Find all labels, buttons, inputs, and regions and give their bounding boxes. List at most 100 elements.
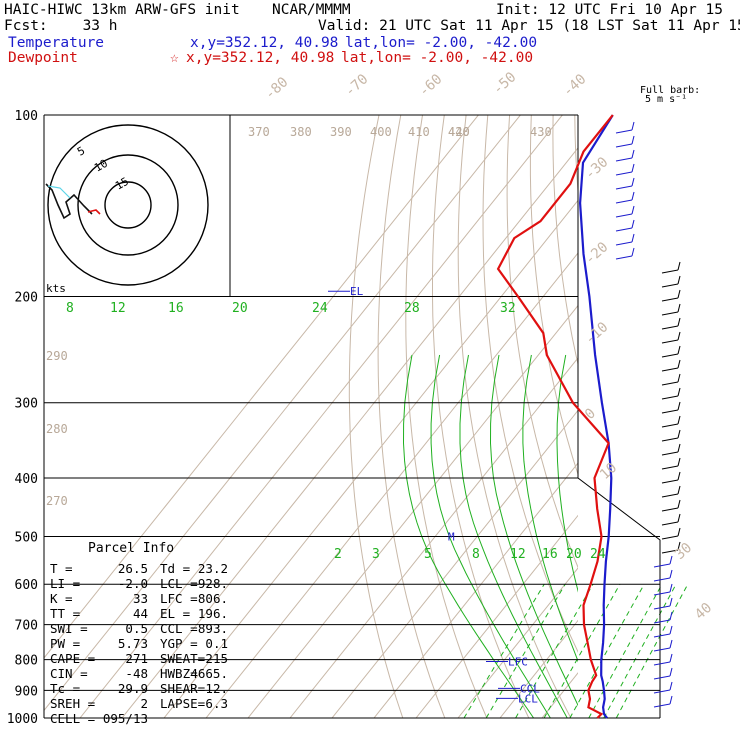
org-label: NCAR/MMMM [272, 2, 351, 18]
parcel-label: LI = [50, 576, 80, 591]
moist-adiabat-label: 8 [66, 301, 74, 316]
isotherm-label: 0 [582, 405, 599, 423]
dry-adiabat-line [727, 115, 740, 718]
wind-barb-flag [677, 401, 681, 411]
moist-adiabat-lines [402, 354, 578, 718]
theta-label: 280 [46, 422, 68, 436]
right-frame [577, 115, 661, 718]
wind-barb-staff [615, 143, 633, 148]
dry-adiabat-line [552, 115, 578, 367]
wind-barb-flag [677, 359, 681, 369]
wind-barb-staff [653, 619, 671, 624]
wind-barb-flag [631, 191, 635, 201]
sounding-profiles [496, 114, 614, 719]
wind-barb-staff [661, 409, 679, 414]
level-label: LCL [518, 692, 538, 705]
dry-adiabat-line [432, 115, 530, 718]
wind-barb-staff [615, 241, 633, 246]
dry-adiabat-line [405, 115, 488, 718]
wind-barb-staff [661, 311, 679, 316]
pressure-tick-label: 1000 [7, 712, 38, 727]
parcel-label: SHEAR= [160, 681, 205, 696]
parcel-value: 4665. [190, 666, 228, 681]
mixing-ratio-line [569, 583, 645, 719]
mixing-ratio-line [603, 583, 677, 719]
wind-barb-staff [653, 661, 671, 666]
mixing-ratio-label: 12 [510, 547, 526, 562]
pressure-tick-label: 900 [15, 684, 38, 699]
mixing-ratio-line [588, 583, 663, 719]
isotherm-line [541, 672, 578, 718]
temp-latlon: lat,lon= -2.00, -42.00 [345, 35, 538, 51]
temperature-profile [578, 114, 614, 719]
theta-label: 380 [290, 125, 312, 139]
parcel-value: -48 [125, 666, 148, 681]
theta-label: 440 [448, 125, 470, 139]
parcel-value: 095/13 [103, 711, 148, 726]
isotherm-label: -20 [582, 239, 612, 268]
theta-label: 430 [530, 125, 552, 139]
isotherm-label: -70 [342, 71, 372, 100]
parcel-value: 33 [133, 591, 148, 606]
wind-barb-staff [615, 157, 633, 162]
parcel-label: CCL = [160, 621, 198, 636]
wind-barb-staff [653, 689, 671, 694]
mixing-ratio-line [615, 583, 689, 719]
isotherm-line [163, 199, 578, 718]
level-label: CCL [520, 682, 540, 695]
pressure-tick-label: 300 [15, 397, 38, 412]
wind-barb-staff [661, 549, 679, 554]
isotherm-line [247, 304, 578, 718]
wind-barb-staff [615, 199, 633, 204]
mixing-ratio-label: 5 [424, 547, 432, 562]
moist-adiabat-line [522, 354, 578, 663]
wind-barb-staff [653, 647, 671, 652]
dry-adiabat-line [482, 115, 578, 653]
wind-barb-flag [677, 541, 681, 551]
wind-barb-flag [677, 261, 681, 271]
isotherm-label: -60 [416, 71, 446, 100]
wind-barb-flag [631, 135, 635, 145]
wind-barb-flag [677, 373, 681, 383]
hodograph-ring-label: 10 [92, 157, 110, 175]
hodograph-ring [104, 181, 152, 229]
mixing-ratio-label: 16 [542, 547, 558, 562]
forecast-hour: Fcst: 33 h [4, 18, 118, 34]
parcel-value: -2.0 [118, 576, 148, 591]
wind-barb-flag [669, 555, 673, 565]
wind-barb-flag [631, 149, 635, 159]
dry-adiabat-line [597, 115, 740, 718]
parcel-label: YGP = [160, 636, 198, 651]
wind-barb-flag [677, 429, 681, 439]
temp-xy: x,y=352.12, 40.98 [190, 35, 339, 51]
wind-barb-flag [677, 499, 681, 509]
isotherm-line [44, 115, 479, 659]
pressure-tick-label: 100 [15, 109, 38, 124]
hodograph-trace-low [87, 209, 101, 215]
parcel-value: 0.5 [125, 621, 148, 636]
parcel-value: 23.2 [198, 561, 228, 576]
wind-barb-staff [661, 381, 679, 386]
moist-adiabat-label: 28 [404, 301, 420, 316]
parcel-label: TT = [50, 606, 80, 621]
barb-title: Full barb: [640, 85, 701, 96]
parcel-value: 12. [205, 681, 228, 696]
parcel-value: 6.3 [205, 696, 228, 711]
axis-labels: 1002003004005006007008009001000ELLFCCCLL… [7, 69, 716, 727]
dry-adiabat-line [348, 115, 404, 718]
dry-adiabat-line [618, 115, 740, 718]
theta-label: 410 [408, 125, 430, 139]
moist-adiabat-label: 20 [232, 301, 248, 316]
dry-adiabat-line [506, 115, 578, 569]
level-label: LFC [508, 656, 528, 669]
wind-barb-flag [677, 415, 681, 425]
wind-barb-flag [669, 639, 673, 649]
wind-barb-flag [677, 289, 681, 299]
wind-barb-staff [653, 675, 671, 680]
wind-barb-staff [661, 535, 679, 540]
wind-barb-flag [669, 681, 673, 691]
isotherm-line [415, 514, 578, 718]
wind-barb-flag [677, 275, 681, 285]
hodograph-trace-upper [47, 185, 71, 199]
